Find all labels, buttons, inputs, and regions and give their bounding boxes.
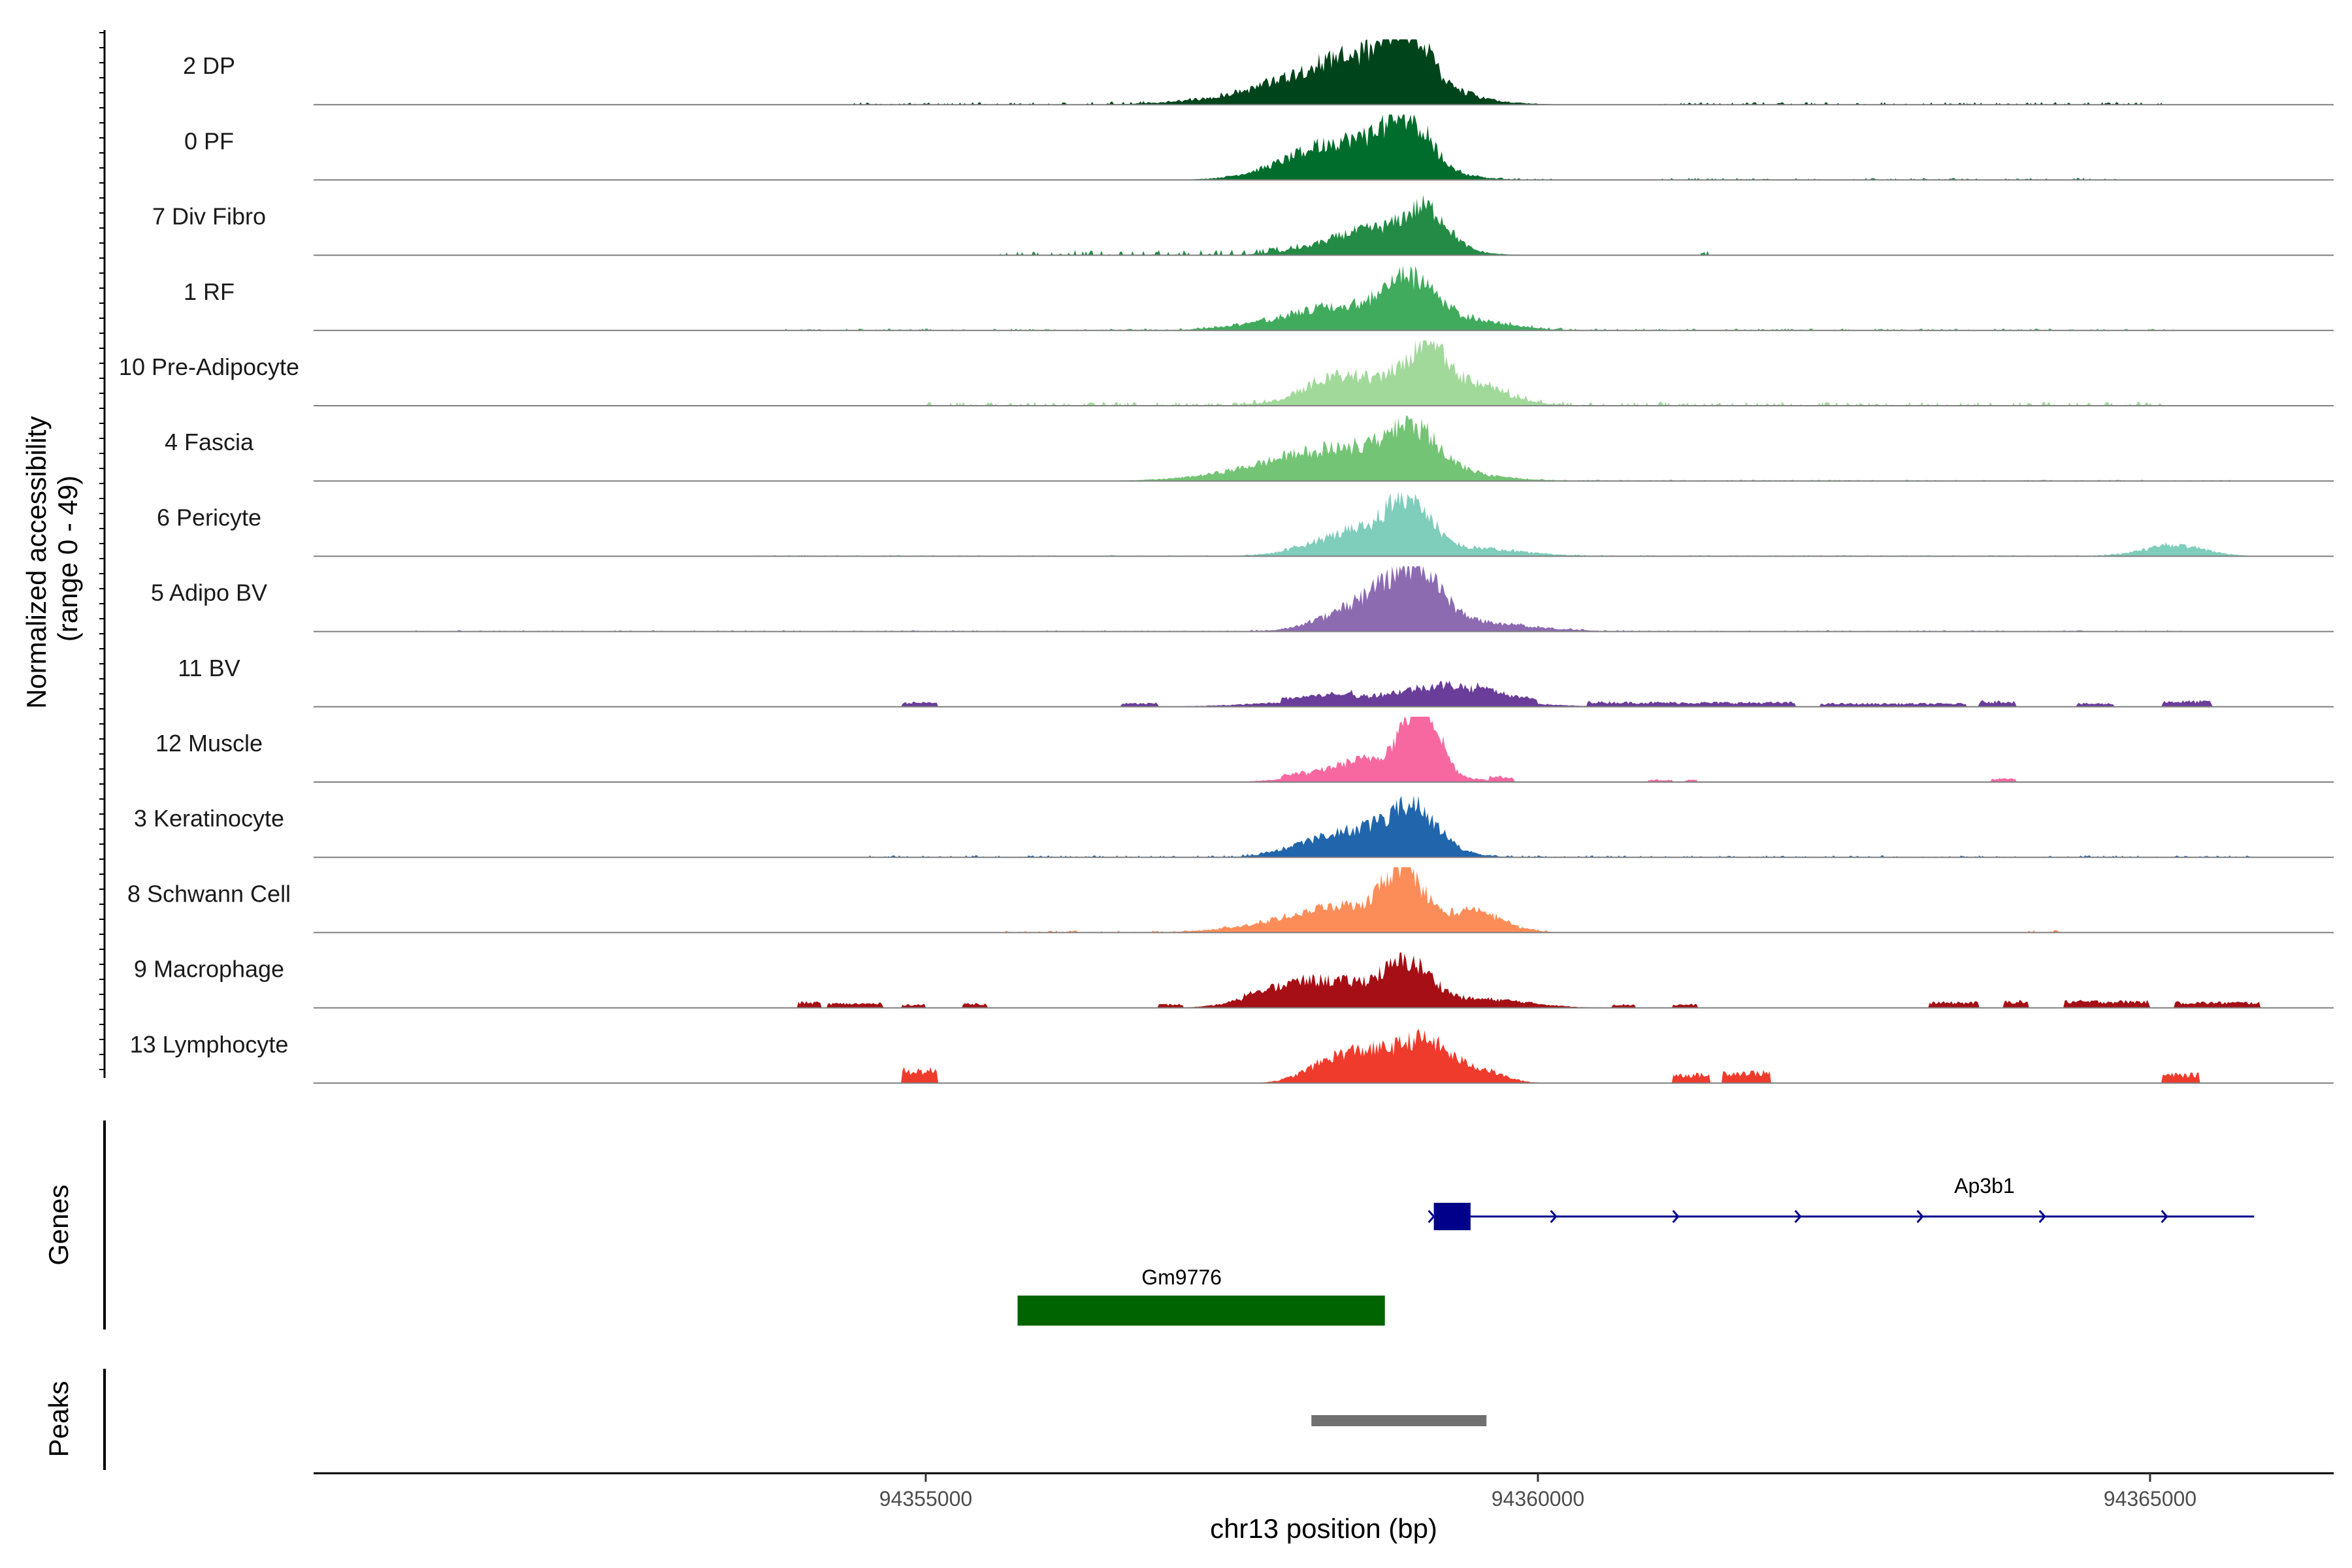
gene-strand-arrow <box>1794 1210 1802 1223</box>
track-13-lymphocyte: 13 Lymphocyte <box>130 1028 2334 1084</box>
track-10-pre-adipocyte: 10 Pre-Adipocyte <box>119 340 2334 406</box>
gene-strand-arrow <box>2161 1210 2168 1223</box>
track-5-adipo-bv: 5 Adipo BV <box>151 566 2334 632</box>
track-coverage-area <box>314 681 2334 707</box>
track-label: 2 DP <box>183 52 235 79</box>
gene-exon <box>1017 1296 1385 1326</box>
gene-gm9776: Gm9776 <box>1017 1266 1385 1326</box>
peak-region <box>1311 1415 1487 1426</box>
gene-strand-arrow <box>1550 1210 1558 1223</box>
x-tick-label: 94355000 <box>879 1487 972 1511</box>
gene-ap3b1: Ap3b1 <box>1428 1174 2255 1230</box>
track-label: 0 PF <box>184 127 234 154</box>
y-axis <box>99 30 106 1078</box>
track-coverage-area <box>314 416 2334 482</box>
gene-label: Ap3b1 <box>1954 1174 2015 1198</box>
track-7-div-fibro: 7 Div Fibro <box>152 195 2334 256</box>
gene-exon <box>1433 1203 1471 1230</box>
track-label: 13 Lymphocyte <box>130 1031 289 1058</box>
track-label: 5 Adipo BV <box>151 580 267 606</box>
track-11-bv: 11 BV <box>178 655 2334 708</box>
y-axis-title-line2: (range 0 - 49) <box>52 476 83 642</box>
track-coverage-area <box>314 867 2334 933</box>
y-axis-title: Normalized accessibility (range 0 - 49) <box>21 408 83 709</box>
track-label: 9 Macrophage <box>134 956 284 983</box>
gene-strand-arrow <box>1672 1210 1680 1223</box>
track-3-keratinocyte: 3 Keratinocyte <box>134 795 2334 858</box>
track-coverage-area <box>314 717 2334 782</box>
track-12-muscle: 12 Muscle <box>155 717 2334 783</box>
track-2-dp: 2 DP <box>183 39 2334 106</box>
track-coverage-area <box>314 114 2334 180</box>
x-tick-label: 94365000 <box>2104 1487 2197 1511</box>
track-label: 6 Pericyte <box>157 504 261 531</box>
genes-track: Ap3b1 Gm9776 <box>1017 1174 2255 1326</box>
y-axis-ticks <box>99 32 105 1070</box>
track-label: 3 Keratinocyte <box>134 805 284 832</box>
track-label: 12 Muscle <box>155 730 263 757</box>
track-coverage-area <box>314 491 2334 557</box>
track-label: 7 Div Fibro <box>152 203 266 230</box>
track-label: 10 Pre-Adipocyte <box>119 353 299 380</box>
track-coverage-area <box>314 795 2334 858</box>
track-coverage-area <box>314 566 2334 632</box>
x-axis-title: chr13 position (bp) <box>1210 1513 1437 1544</box>
track-9-macrophage: 9 Macrophage <box>134 952 2334 1009</box>
track-coverage-area <box>314 340 2334 406</box>
accessibility-tracks: 2 DP 0 PF 7 Div Fibro 1 RF 10 Pre-Adipocyte 4… <box>119 39 2334 1084</box>
peaks-track <box>1311 1415 1487 1426</box>
gene-strand-arrow <box>1916 1210 1924 1223</box>
genes-panel-label: Genes <box>43 1184 74 1266</box>
gene-strand-arrow <box>2038 1210 2046 1223</box>
gene-strand-arrow <box>1428 1210 1435 1223</box>
track-label: 4 Fascia <box>165 429 254 455</box>
track-6-pericyte: 6 Pericyte <box>157 491 2334 557</box>
track-8-schwann-cell: 8 Schwann Cell <box>127 867 2334 934</box>
track-coverage-area <box>314 195 2334 255</box>
track-0-pf: 0 PF <box>184 114 2334 181</box>
track-coverage-area <box>314 1028 2334 1083</box>
track-label: 8 Schwann Cell <box>127 880 291 907</box>
y-axis-title-line1: Normalized accessibility <box>21 416 52 709</box>
x-tick-label: 94360000 <box>1492 1487 1584 1511</box>
track-1-rf: 1 RF <box>184 265 2334 331</box>
peaks-panel-label: Peaks <box>43 1381 74 1458</box>
track-label: 1 RF <box>184 278 235 305</box>
track-coverage-area <box>314 265 2334 331</box>
track-coverage-area <box>314 952 2334 1008</box>
gene-label: Gm9776 <box>1141 1266 1222 1289</box>
x-axis-ticks: 94355000 94360000 94365000 <box>879 1473 2197 1511</box>
track-label: 11 BV <box>178 655 240 681</box>
track-4-fascia: 4 Fascia <box>165 416 2334 482</box>
track-coverage-area <box>314 39 2334 105</box>
